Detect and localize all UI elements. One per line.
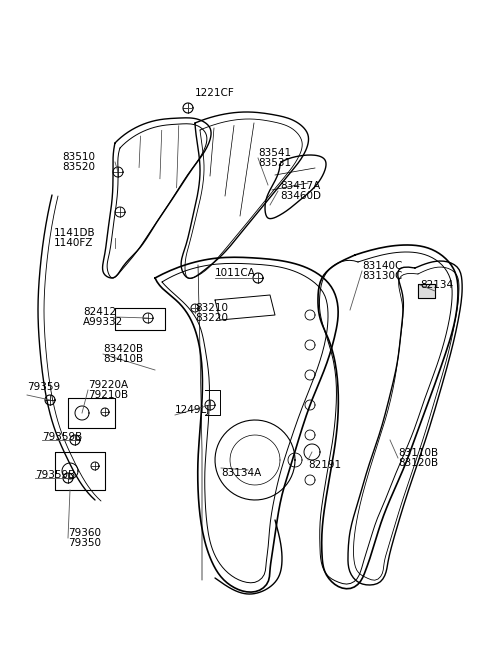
Text: 79210B: 79210B [88,390,128,400]
Text: 83130C: 83130C [362,271,402,281]
Text: 1221CF: 1221CF [195,88,235,98]
Text: 83541: 83541 [258,148,291,158]
Text: 1249LJ: 1249LJ [175,405,210,415]
Text: 1140FZ: 1140FZ [54,238,94,248]
Text: 83210: 83210 [195,303,228,313]
Text: 83420B: 83420B [103,344,143,354]
Text: 83140C: 83140C [362,261,402,271]
Text: 79359B: 79359B [42,432,82,442]
Text: A99332: A99332 [83,317,123,327]
Text: 83110B: 83110B [398,448,438,458]
Text: 82134: 82134 [420,280,453,290]
Text: 83531: 83531 [258,158,291,168]
Text: 83220: 83220 [195,313,228,323]
Text: 82412: 82412 [83,307,116,317]
Text: 83417A: 83417A [280,181,320,191]
Text: 83510: 83510 [62,152,95,162]
Text: 79359: 79359 [27,382,60,392]
Text: 1011CA: 1011CA [215,268,256,278]
Text: 79220A: 79220A [88,380,128,390]
Text: 1141DB: 1141DB [54,228,96,238]
Text: 83410B: 83410B [103,354,143,364]
Text: 83134A: 83134A [221,468,261,478]
Text: 82191: 82191 [308,460,341,470]
Text: 79360: 79360 [68,528,101,538]
Text: 79359B: 79359B [35,470,75,480]
Text: 83460D: 83460D [280,191,321,201]
Text: 79350: 79350 [68,538,101,548]
Polygon shape [418,284,435,298]
Text: 83120B: 83120B [398,458,438,468]
Text: 83520: 83520 [62,162,95,172]
